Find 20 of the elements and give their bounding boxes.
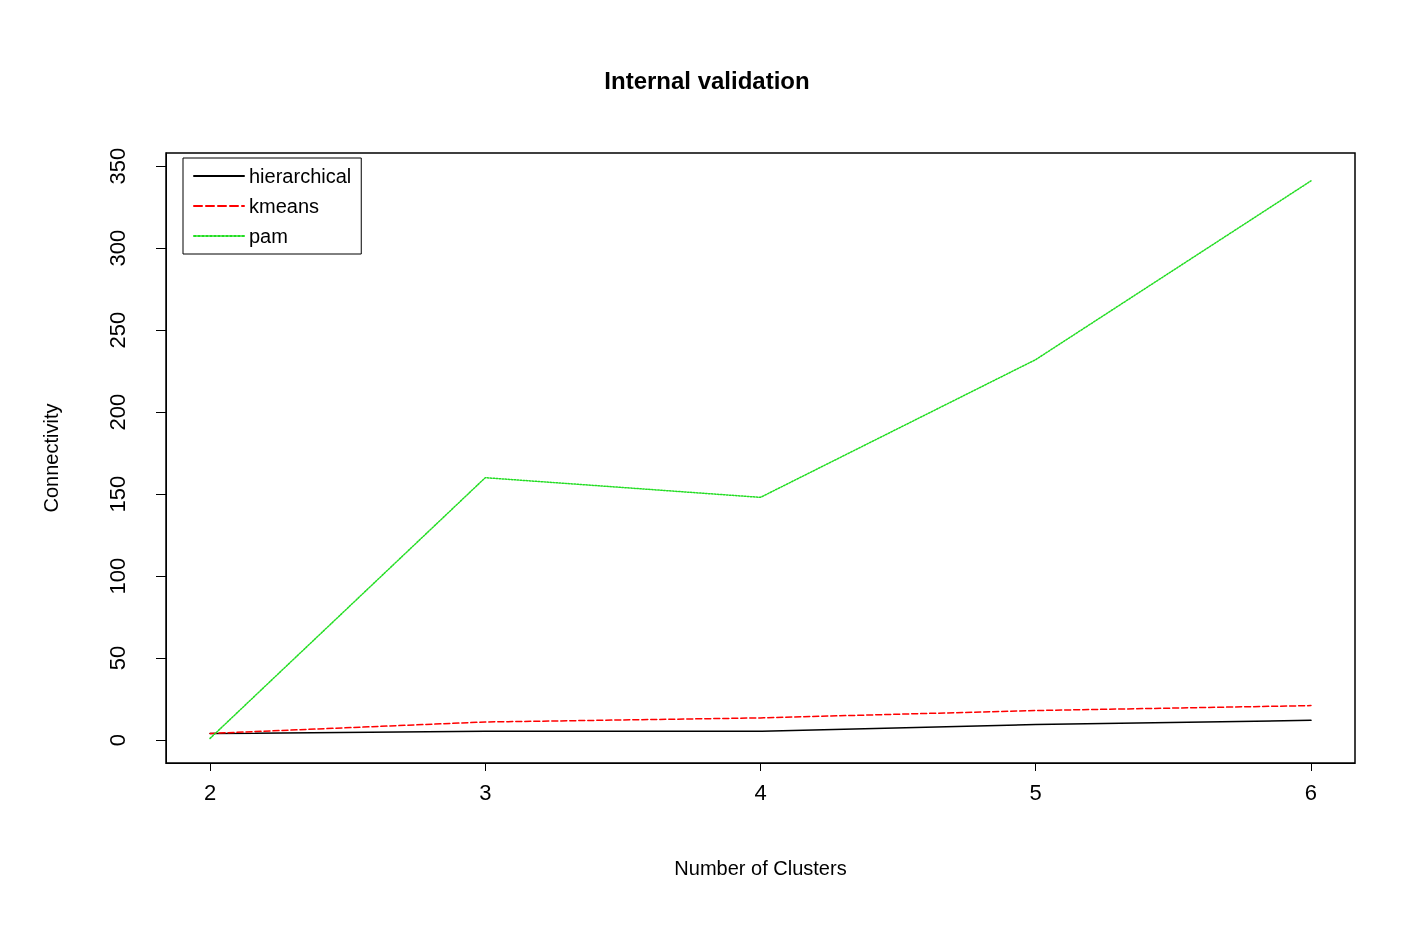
legend-label: kmeans: [249, 195, 320, 217]
x-tick-label: 4: [754, 779, 767, 805]
x-tick-label: 5: [1029, 779, 1042, 805]
y-tick-label: 200: [104, 393, 130, 431]
y-tick-label: 350: [104, 147, 130, 185]
y-tick-label: 0: [104, 733, 130, 747]
y-axis-title: Connectivity: [40, 403, 62, 513]
x-tick-label: 6: [1304, 779, 1318, 805]
y-tick-label: 300: [104, 229, 130, 267]
y-tick-label: 50: [104, 645, 130, 671]
y-tick-label: 250: [104, 311, 130, 349]
line-series: [209, 704, 1312, 735]
x-tick-label: 2: [203, 779, 217, 805]
legend-label: pam: [249, 225, 288, 247]
y-tick-label: 100: [104, 557, 130, 595]
y-tick-label: 150: [104, 475, 130, 513]
x-axis-title: Number of Clusters: [674, 857, 847, 879]
chart-title: Internal validation: [604, 66, 810, 94]
x-tick-label: 3: [479, 779, 492, 805]
legend-label: hierarchical: [249, 165, 352, 187]
